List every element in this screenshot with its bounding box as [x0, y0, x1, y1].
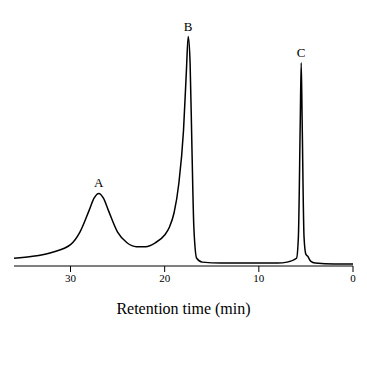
svg-text:10: 10 [253, 272, 265, 284]
svg-text:20: 20 [159, 272, 171, 284]
svg-text:B: B [184, 19, 193, 34]
svg-text:A: A [94, 175, 104, 190]
svg-text:Retention time (min): Retention time (min) [116, 300, 250, 318]
svg-text:0: 0 [350, 272, 356, 284]
svg-text:30: 30 [65, 272, 77, 284]
svg-text:C: C [297, 45, 306, 60]
